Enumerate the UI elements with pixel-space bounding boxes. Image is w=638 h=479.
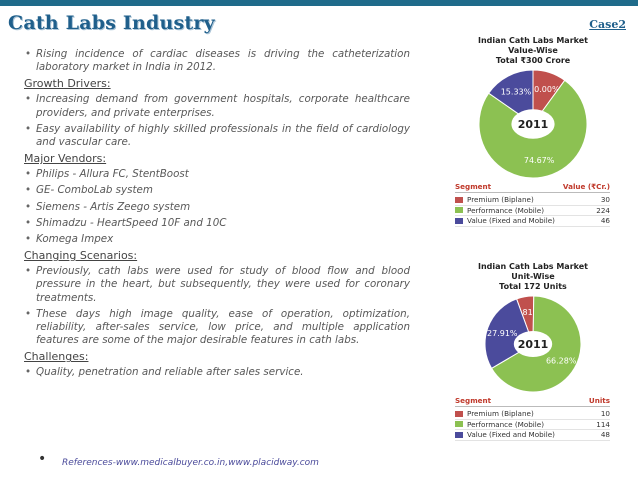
top-accent-bar <box>0 0 638 6</box>
slice-percent-label: 10.00% <box>529 85 560 94</box>
legend-value: 46 <box>600 216 610 226</box>
legend-swatch-premium <box>455 410 463 417</box>
legend-label: Performance (Mobile) <box>467 205 545 215</box>
legend-header-value: Value (₹Cr.) <box>562 182 610 191</box>
legend-value: 114 <box>596 419 610 429</box>
legend-swatch-performance <box>455 421 463 428</box>
legend-row: Performance (Mobile) 114 <box>455 419 610 430</box>
legend-row: Value (Fixed and Mobile) 48 <box>455 430 610 441</box>
value-wise-pie: 10.00% 74.67% 15.33% 2011 <box>478 69 588 179</box>
legend-swatch-value <box>455 217 463 224</box>
chart-title-line: Indian Cath Labs Market <box>477 262 589 271</box>
chart-title-line: Value-Wise <box>508 46 558 55</box>
legend-label: Value (Fixed and Mobile) <box>467 216 555 226</box>
challenges-heading: Challenges: <box>24 350 89 364</box>
legend-header-value: Units <box>588 396 610 405</box>
legend-value: 10 <box>600 409 610 419</box>
slice-percent-label: 74.67% <box>524 156 555 165</box>
slice-percent-label: 5.81% <box>515 308 541 317</box>
chart-title-line: Unit-Wise <box>511 272 555 281</box>
legend-label: Premium (Biplane) <box>467 195 534 205</box>
legend-label: Value (Fixed and Mobile) <box>467 430 555 440</box>
slice-percent-label: 27.91% <box>487 329 518 338</box>
legend-header: Segment Value (₹Cr.) <box>455 182 610 193</box>
legend-row: Performance (Mobile) 224 <box>455 205 610 216</box>
slice-percent-label: 15.33% <box>501 87 532 96</box>
value-wise-legend: Segment Value (₹Cr.) Premium (Biplane) 3… <box>455 182 610 227</box>
legend-header-segment: Segment <box>455 396 492 405</box>
legend-header: Segment Units <box>455 396 610 407</box>
value-wise-chart: Indian Cath Labs Market Value-Wise Total… <box>453 36 613 227</box>
pie-center-badge <box>513 330 553 358</box>
vendor-item: Siemens - Artis Zeego system <box>22 201 410 214</box>
value-slice <box>487 69 534 125</box>
intro-bullet: Rising incidence of cardiac diseases is … <box>22 48 410 74</box>
legend-label: Premium (Biplane) <box>467 409 534 419</box>
vendor-item: GE- ComboLab system <box>22 184 410 197</box>
growth-item: Easy availability of highly skilled prof… <box>22 123 410 149</box>
chart-title-line: Total 172 Units <box>499 282 567 291</box>
chart-title-line: Total ₹300 Crore <box>495 56 571 65</box>
vendor-item: Philips - Allura FC, StentBoost <box>22 168 410 181</box>
legend-row: Value (Fixed and Mobile) 46 <box>455 216 610 227</box>
growth-heading: Growth Drivers: <box>24 77 111 91</box>
vendors-heading: Major Vendors: <box>24 152 107 166</box>
scenario-item: These days high image quality, ease of o… <box>22 308 410 348</box>
legend-header-segment: Segment <box>455 182 492 191</box>
slice-percent-label: 66.28% <box>546 356 577 365</box>
growth-item: Increasing demand from government hospit… <box>22 93 410 119</box>
scenario-item: Previously, cath labs were used for stud… <box>22 265 410 305</box>
unit-wise-pie: 5.81% 66.28% 27.91%2011 <box>484 295 582 393</box>
legend-label: Performance (Mobile) <box>467 419 545 429</box>
reference-bullet: • <box>38 451 47 467</box>
legend-swatch-value <box>455 431 463 438</box>
legend-row: Premium (Biplane) 10 <box>455 409 610 420</box>
unit-wise-legend: Segment Units Premium (Biplane) 10 Perfo… <box>455 396 610 441</box>
legend-value: 30 <box>600 195 610 205</box>
chart-title-line: Indian Cath Labs Market <box>477 36 589 45</box>
scenarios-heading: Changing Scenarios: <box>24 249 138 263</box>
legend-value: 224 <box>596 205 610 215</box>
pie-center-badge <box>511 109 555 139</box>
legend-value: 48 <box>600 430 610 440</box>
case-label: Case2 <box>589 18 626 31</box>
references-text: References-www.medicalbuyer.co.in,www.pl… <box>62 458 319 468</box>
slide-title: Cath Labs Industry <box>8 12 215 34</box>
vendor-item: Komega Impex <box>22 233 410 246</box>
slide-body: Rising incidence of cardiac diseases is … <box>22 48 410 383</box>
pie-center-label: 2011 <box>518 338 549 351</box>
legend-swatch-premium <box>455 196 463 203</box>
legend-swatch-performance <box>455 207 463 214</box>
challenge-item: Quality, penetration and reliable after … <box>22 366 410 379</box>
unit-wise-chart: Indian Cath Labs Market Unit-Wise Total … <box>453 262 613 441</box>
vendor-item: Shimadzu - HeartSpeed 10F and 10C <box>22 217 410 230</box>
legend-row: Premium (Biplane) 30 <box>455 195 610 206</box>
pie-center-label: 2011 <box>518 118 549 131</box>
